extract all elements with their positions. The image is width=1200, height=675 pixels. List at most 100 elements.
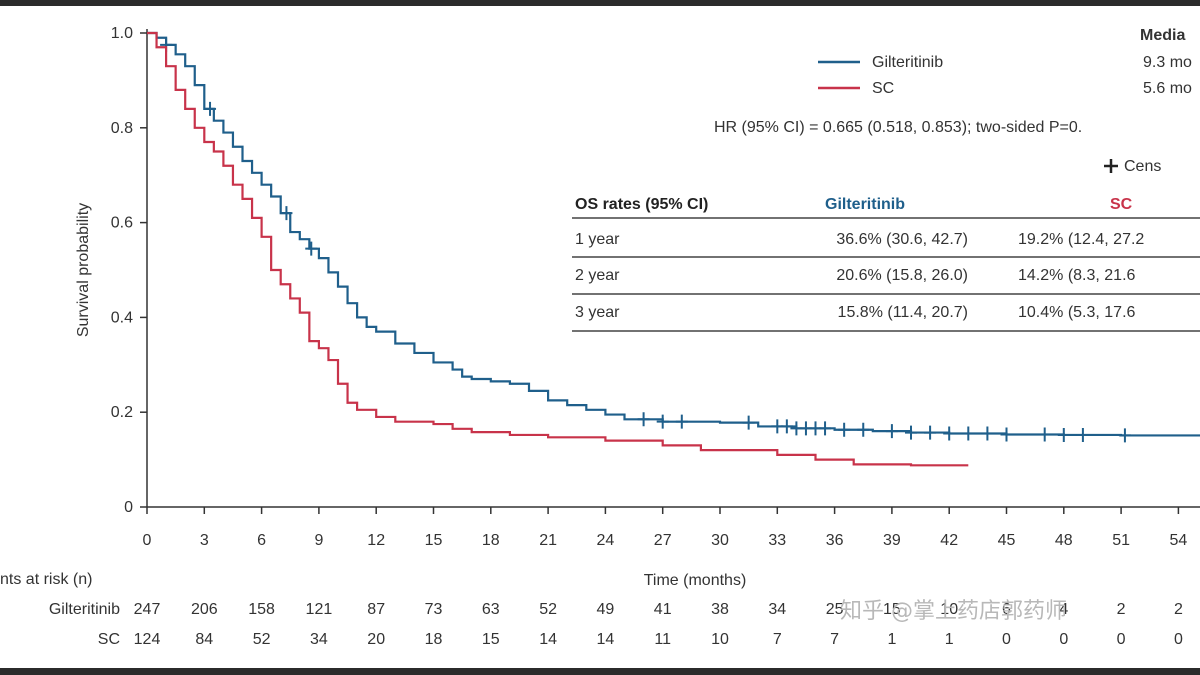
censor-mark-gilteritinib — [742, 415, 755, 430]
at-risk-value: 124 — [134, 631, 161, 648]
censor-mark-gilteritinib — [905, 425, 917, 440]
x-axis: 0 3 6 9 12 15 18 21 24 27 30 33 36 39 42 45 48 51 54 — [143, 506, 1200, 549]
watermark: 知乎 @掌上药店郭药师 — [840, 599, 1067, 624]
censor-mark-gilteritinib — [656, 414, 669, 429]
y-tick-label: 0.2 — [111, 404, 133, 421]
x-tick-label: 54 — [1170, 532, 1188, 549]
x-tick-label: 33 — [768, 532, 786, 549]
legend-label-gilteritinib: Gilteritinib — [872, 54, 943, 71]
at-risk-value: 6 — [1002, 601, 1011, 618]
median-gilteritinib: 9.3 mo — [1143, 54, 1192, 71]
at-risk-value: 1 — [887, 631, 896, 648]
os-row-3-gilteritinib: 15.8% (11.4, 20.7) — [838, 304, 968, 321]
at-risk-value: 11 — [654, 631, 671, 648]
x-tick-label: 39 — [883, 532, 901, 549]
x-tick-label: 51 — [1112, 532, 1130, 549]
at-risk-value: 121 — [306, 601, 333, 618]
censor-plus-icon — [1104, 159, 1118, 173]
x-tick-label: 21 — [539, 532, 557, 549]
x-tick-label: 27 — [654, 532, 672, 549]
os-rates-table: OS rates (95% CI) Gilteritinib SC 1 year… — [572, 196, 1200, 332]
at-risk-label-sc: SC — [98, 631, 120, 648]
median-header: Media — [1140, 27, 1185, 44]
x-tick-label: 36 — [826, 532, 844, 549]
at-risk-value: 10 — [940, 601, 958, 618]
censor-mark-gilteritinib — [1038, 427, 1051, 442]
numbers-at-risk: nts at risk (n) Gilteritinib SC 247 206 15… — [0, 571, 1183, 648]
at-risk-value: 0 — [1117, 631, 1126, 648]
y-tick-label: 0 — [124, 499, 133, 516]
x-tick-label: 30 — [711, 532, 729, 549]
os-row-1-label: 1 year — [575, 231, 620, 248]
x-tick-label: 48 — [1055, 532, 1073, 549]
os-row-1-sc: 19.2% (12.4, 27.2 — [1018, 231, 1144, 248]
censor-mark-gilteritinib — [981, 426, 994, 441]
os-row-3-sc: 10.4% (5.3, 17.6 — [1018, 304, 1136, 321]
os-table-header-gilteritinib: Gilteritinib — [825, 196, 905, 213]
median-sc: 5.6 mo — [1143, 80, 1192, 97]
at-risk-value: 38 — [711, 601, 729, 618]
at-risk-value: 84 — [195, 631, 213, 648]
x-tick-label: 18 — [482, 532, 500, 549]
x-tick-label: 9 — [314, 532, 323, 549]
censor-mark-gilteritinib — [637, 412, 650, 427]
at-risk-value: 52 — [253, 631, 271, 648]
at-risk-value: 20 — [367, 631, 385, 648]
os-table-header-sc: SC — [1110, 196, 1133, 213]
censor-mark-gilteritinib — [305, 241, 318, 256]
x-tick-label: 24 — [597, 532, 615, 549]
at-risk-value: 158 — [248, 601, 275, 618]
at-risk-value: 73 — [425, 601, 443, 618]
x-tick-label: 42 — [940, 532, 958, 549]
at-risk-value: 52 — [539, 601, 557, 618]
censor-mark-gilteritinib — [924, 425, 937, 440]
y-axis: 0 0.2 0.4 0.6 0.8 1.0 — [111, 25, 148, 516]
hazard-ratio-text: HR (95% CI) = 0.665 (0.518, 0.853); two-… — [714, 119, 1082, 136]
at-risk-value: 14 — [597, 631, 615, 648]
censored-label: Cens — [1124, 158, 1161, 175]
x-tick-label: 0 — [143, 532, 152, 549]
censor-mark-gilteritinib — [1076, 427, 1089, 442]
at-risk-value: 15 — [482, 631, 500, 648]
os-row-2-gilteritinib: 20.6% (15.8, 26.0) — [836, 267, 968, 284]
series-group — [147, 31, 1200, 467]
at-risk-value: 25 — [826, 601, 844, 618]
at-risk-value: 63 — [482, 601, 500, 618]
at-risk-value: 0 — [1059, 631, 1068, 648]
censor-mark-gilteritinib — [857, 422, 870, 437]
x-tick-label: 12 — [367, 532, 385, 549]
x-axis-label: Time (months) — [644, 572, 747, 589]
censor-mark-gilteritinib — [819, 421, 832, 436]
top-border — [0, 0, 1200, 6]
at-risk-value: 49 — [597, 601, 615, 618]
x-tick-label: 3 — [200, 532, 209, 549]
censor-mark-gilteritinib — [780, 419, 793, 434]
series-line-sc — [147, 31, 969, 467]
y-tick-label: 0.4 — [111, 309, 133, 326]
legend-label-sc: SC — [872, 80, 894, 97]
at-risk-label-gilteritinib: Gilteritinib — [49, 601, 120, 618]
os-row-3-label: 3 year — [575, 304, 620, 321]
at-risk-value: 14 — [539, 631, 557, 648]
at-risk-title: nts at risk (n) — [0, 571, 92, 588]
at-risk-value: 0 — [1002, 631, 1011, 648]
at-risk-value: 10 — [711, 631, 729, 648]
os-row-1-gilteritinib: 36.6% (30.6, 42.7) — [836, 231, 968, 248]
at-risk-value: 7 — [830, 631, 839, 648]
at-risk-value: 1 — [945, 631, 954, 648]
os-row-2-sc: 14.2% (8.3, 21.6 — [1018, 267, 1136, 284]
at-risk-value: 206 — [191, 601, 218, 618]
censor-mark-gilteritinib — [1000, 427, 1013, 442]
at-risk-value: 247 — [134, 601, 161, 618]
at-risk-value: 2 — [1174, 601, 1183, 618]
x-tick-label: 15 — [425, 532, 443, 549]
censor-mark-gilteritinib — [204, 101, 217, 116]
censor-mark-gilteritinib — [1118, 428, 1131, 443]
y-axis-label: Survival probability — [75, 203, 92, 337]
censored-legend: Cens — [1104, 158, 1161, 175]
censor-mark-gilteritinib — [962, 426, 975, 441]
bottom-border — [0, 668, 1200, 675]
at-risk-value: 4 — [1059, 601, 1068, 618]
at-risk-value: 18 — [425, 631, 443, 648]
